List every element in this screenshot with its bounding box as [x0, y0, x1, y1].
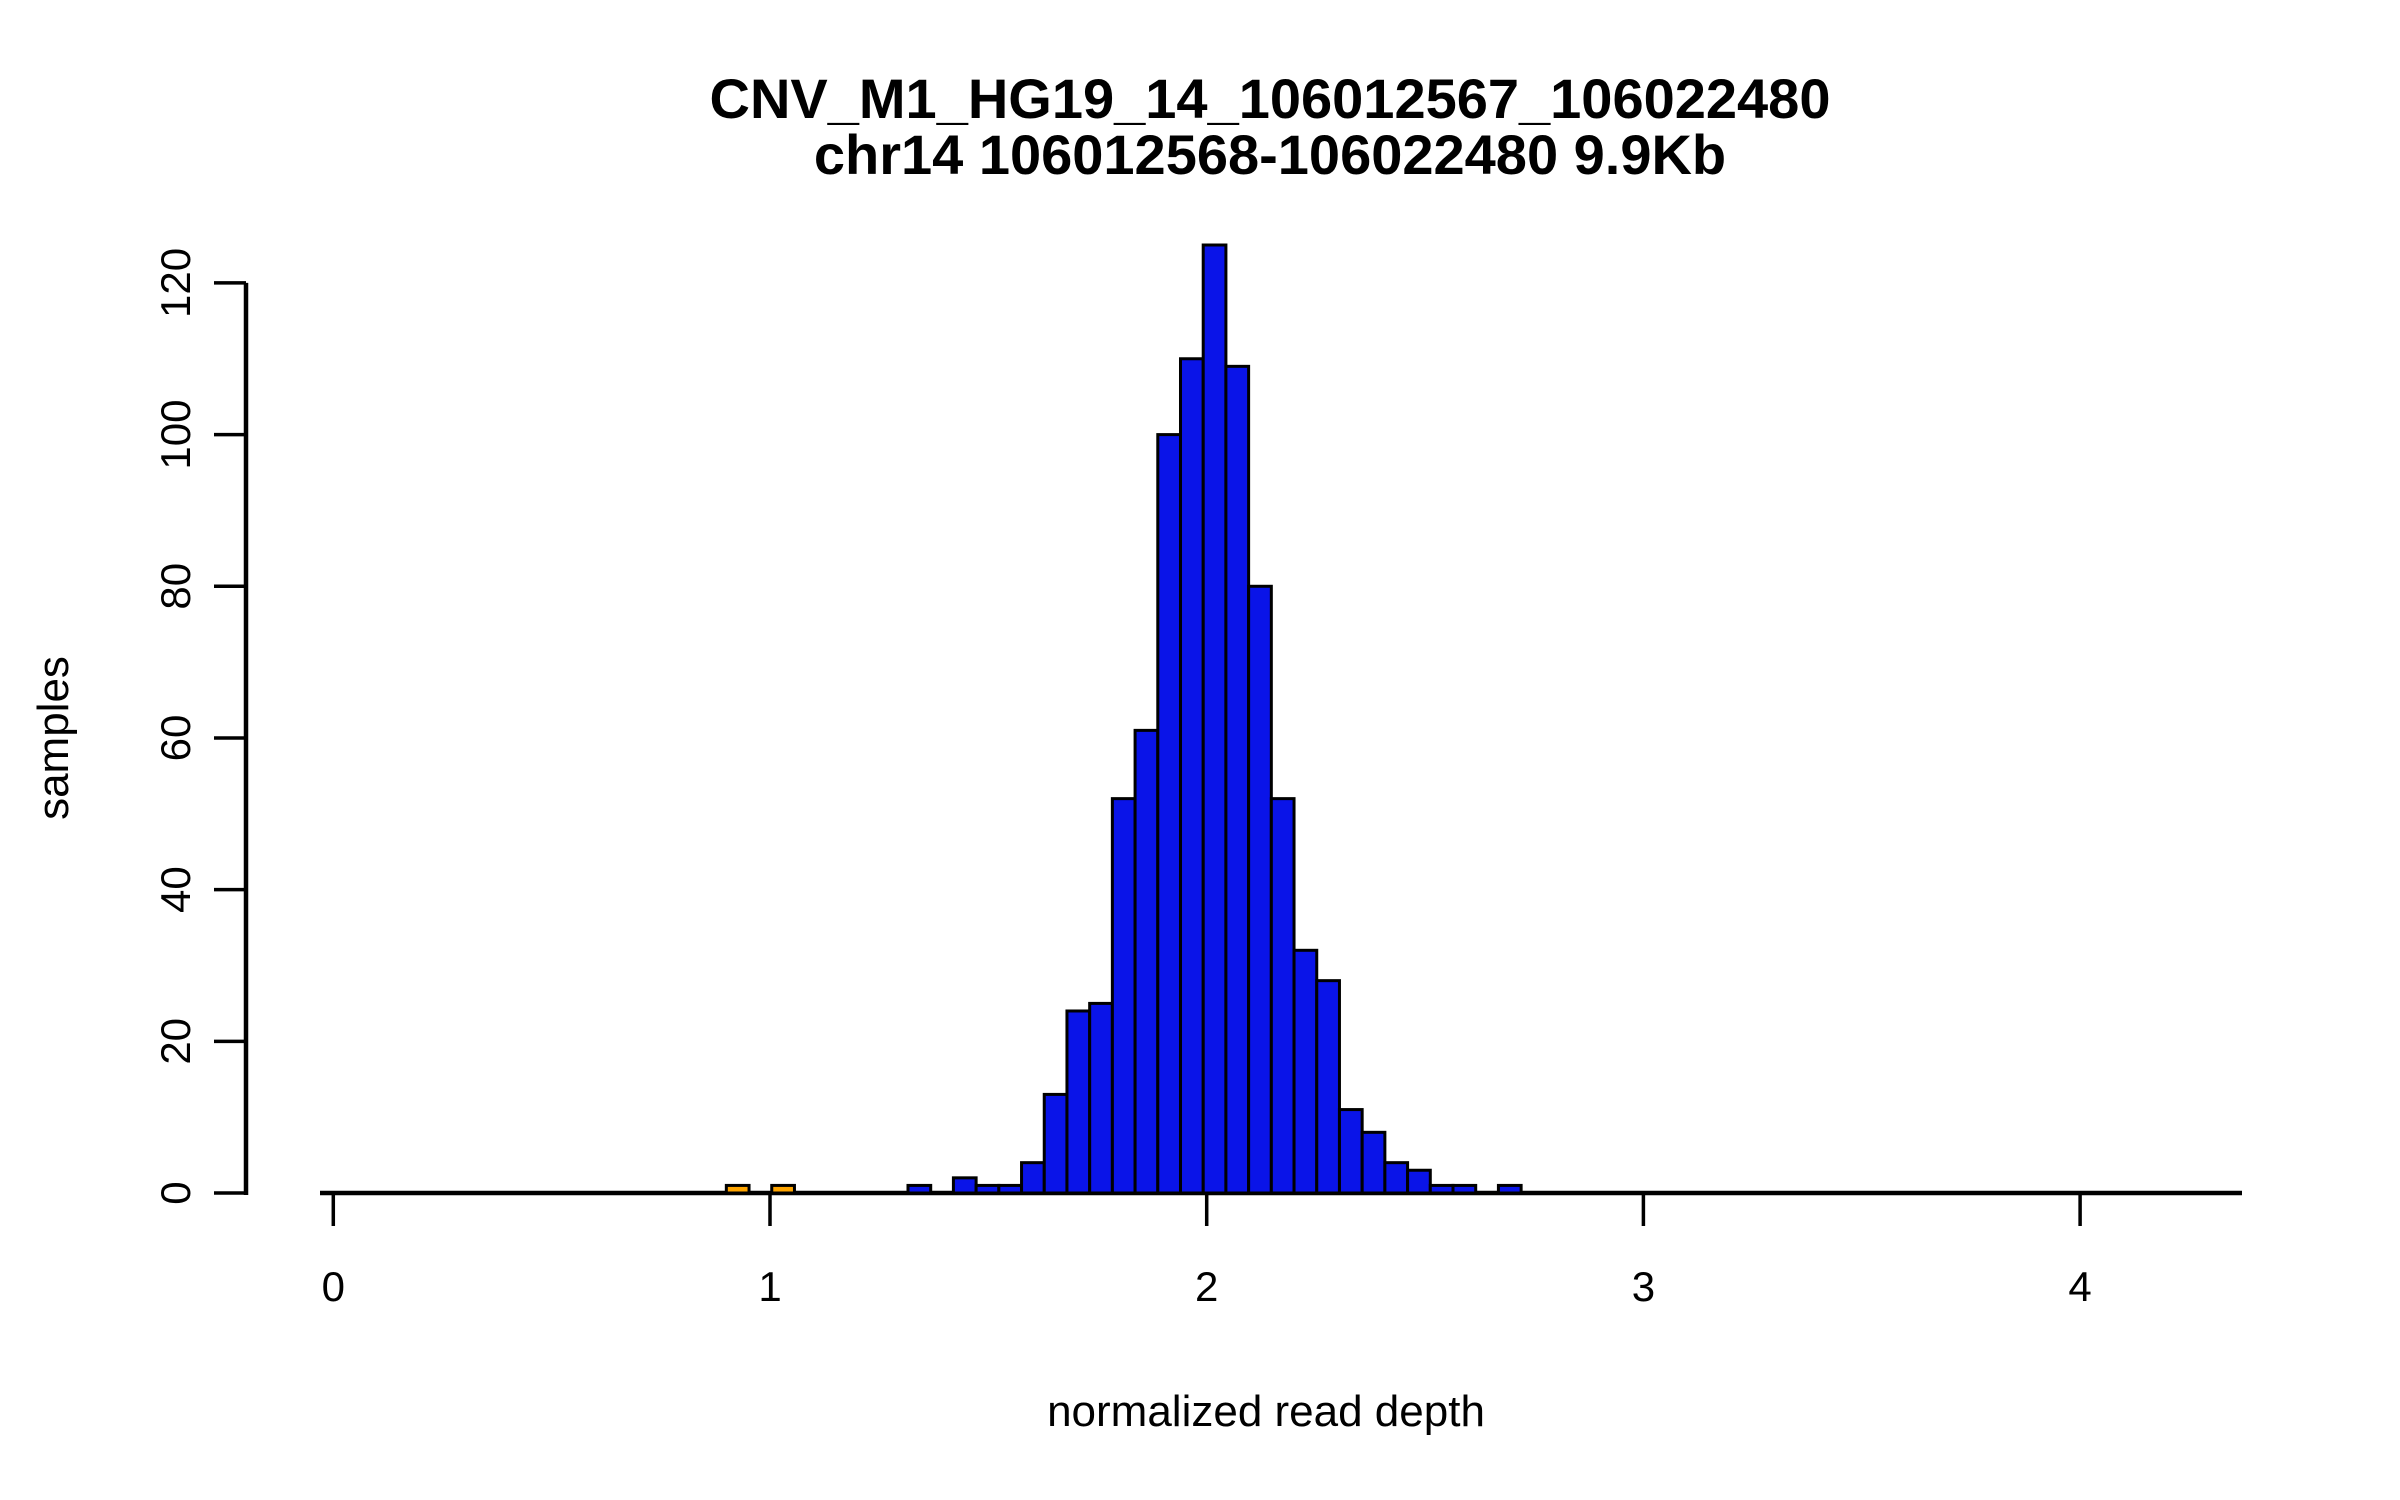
x-tick-label: 0 — [322, 1263, 345, 1310]
histogram-bar — [1337, 1108, 1364, 1195]
x-tick-label: 2 — [1195, 1263, 1218, 1310]
y-axis-label: samples — [29, 656, 78, 820]
histogram-bar — [1383, 1161, 1410, 1195]
histogram-bar — [1020, 1161, 1046, 1195]
y-tick-label: 80 — [152, 563, 199, 610]
histogram-bar — [724, 1183, 751, 1195]
y-tick-label: 0 — [152, 1181, 199, 1204]
histogram-bar — [951, 1176, 978, 1195]
x-tick-label: 1 — [758, 1263, 781, 1310]
histogram-bar — [1406, 1168, 1432, 1195]
histogram-bar — [1133, 728, 1160, 1195]
chart-title: CNV_M1_HG19_14_106012567_106022480 — [710, 67, 1831, 130]
histogram-bar — [1178, 357, 1205, 1195]
histogram-bar — [1088, 1001, 1114, 1195]
histogram-bar — [1315, 979, 1341, 1195]
y-tick-label: 100 — [152, 400, 199, 470]
histogram-bar — [1360, 1130, 1387, 1195]
histogram-bar — [1496, 1183, 1523, 1195]
histogram-bar — [1042, 1092, 1069, 1195]
histogram-bar — [1156, 433, 1182, 1195]
histogram-bar — [1292, 948, 1319, 1195]
histogram-bar — [906, 1183, 933, 1195]
histogram-bar — [1110, 797, 1137, 1195]
histogram-bar — [1269, 797, 1296, 1195]
y-tick-label: 60 — [152, 715, 199, 762]
x-axis-label: normalized read depth — [1047, 1387, 1485, 1436]
histogram-bar — [1065, 1009, 1092, 1195]
histogram-bar — [1451, 1183, 1478, 1195]
y-tick-label: 40 — [152, 866, 199, 913]
histogram-bar — [1247, 584, 1273, 1195]
histogram-bar — [1201, 243, 1228, 1195]
y-tick-label: 20 — [152, 1018, 199, 1065]
histogram-bar — [997, 1183, 1024, 1195]
histogram-bar — [770, 1183, 796, 1195]
y-tick-label: 120 — [152, 248, 199, 318]
x-tick-label: 3 — [1632, 1263, 1655, 1310]
histogram-bar — [1428, 1183, 1455, 1195]
histogram-bar — [1224, 364, 1251, 1195]
chart-subtitle: chr14 106012568-106022480 9.9Kb — [814, 123, 1726, 186]
histogram-bar — [974, 1183, 1001, 1195]
x-tick-label: 4 — [2068, 1263, 2091, 1310]
